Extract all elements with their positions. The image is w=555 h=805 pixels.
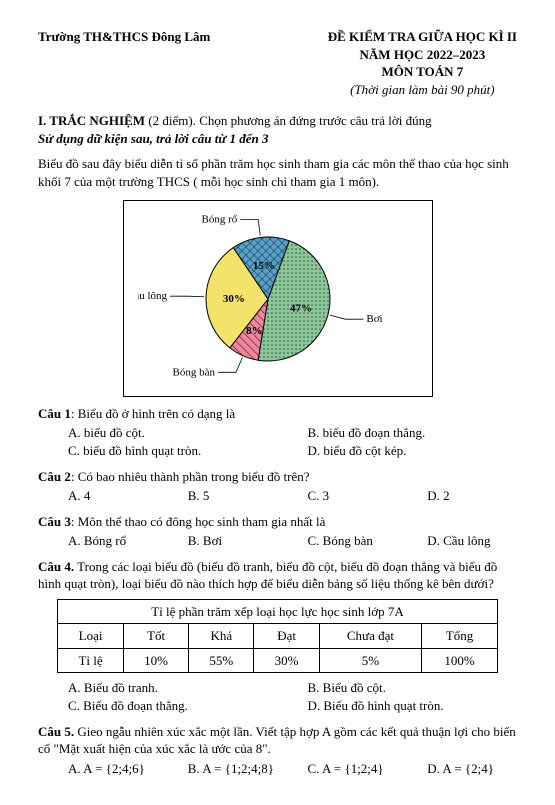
q4-rowhead-2: Tỉ lệ	[58, 648, 124, 673]
q5-opt-a-text: A. A = {2;4;6}	[68, 761, 145, 776]
question-4: Câu 4. Trong các loại biểu đồ (biểu đồ t…	[38, 558, 517, 715]
q2-text: : Có bao nhiêu thành phần trong biểu đồ …	[71, 469, 310, 484]
title-line-2: NĂM HỌC 2022–2023	[328, 46, 517, 64]
question-5: Câu 5. Gieo ngẫu nhiên xúc xắc một lần. …	[38, 723, 517, 778]
q2-title: Câu 2	[38, 469, 71, 484]
chart-intro: Biểu đồ sau đây biểu diễn tỉ số phần tră…	[38, 155, 517, 190]
q5-opt-b-text: B. A = {1;2;4;8}	[188, 761, 274, 776]
q4-opt-a: A. Biểu đồ tranh.	[38, 679, 278, 697]
svg-text:Bóng bàn: Bóng bàn	[172, 367, 215, 379]
title-line-1: ĐỀ KIỂM TRA GIỮA HỌC KÌ II	[328, 28, 517, 46]
q1-text: : Biểu đồ ở hình trên có dạng là	[71, 406, 235, 421]
svg-text:15%: 15%	[252, 261, 274, 273]
q3-opt-d: D. Cầu lông	[397, 532, 517, 550]
question-2: Câu 2: Có bao nhiêu thành phần trong biể…	[38, 468, 517, 505]
svg-text:30%: 30%	[222, 293, 244, 305]
q5-opt-d: D. A = {2;4}	[397, 760, 517, 778]
q4-col-4: Tổng	[422, 624, 498, 649]
page-header: Trường TH&THCS Đông Lâm ĐỀ KIỂM TRA GIỮA…	[38, 28, 517, 98]
pie-chart-container: 47% Bơi 8% Bóng bàn 30% Cầu lông 15% Bóng rổ	[38, 200, 517, 397]
q4-opt-c: C. Biểu đồ đoạn thẳng.	[38, 697, 278, 715]
q4-table-datarow: Tỉ lệ 10% 55% 30% 5% 100%	[58, 648, 498, 673]
q4-cell-1: 55%	[189, 648, 254, 673]
q2-opt-a: A. 4	[38, 487, 158, 505]
q5-opt-d-text: D. A = {2;4}	[427, 761, 494, 776]
pie-chart-box: 47% Bơi 8% Bóng bàn 30% Cầu lông 15% Bóng rổ	[123, 200, 433, 397]
q5-text: Gieo ngẫu nhiên xúc xắc một lần. Viết tậ…	[38, 724, 516, 757]
q2-opt-d: D. 2	[397, 487, 517, 505]
q4-col-2: Đạt	[254, 624, 319, 649]
section-label: I. TRẮC NGHIỆM	[38, 113, 145, 128]
q1-opt-b: B. biểu đồ đoạn thẳng.	[278, 424, 518, 442]
svg-text:47%: 47%	[289, 303, 311, 315]
q4-cell-4: 100%	[422, 648, 498, 673]
q1-title: Câu 1	[38, 406, 71, 421]
q2-opt-c: C. 3	[278, 487, 398, 505]
q4-table-caption: Tỉ lệ phần trăm xếp loại học lực học sin…	[58, 599, 498, 624]
q5-opt-c-text: C. A = {1;2;4}	[308, 761, 384, 776]
svg-text:Bơi: Bơi	[366, 314, 382, 326]
q4-opt-b: B. Biểu đồ cột.	[278, 679, 518, 697]
title-line-3: MÔN TOÁN 7	[328, 63, 517, 81]
q4-col-1: Khá	[189, 624, 254, 649]
q5-opt-a: A. A = {2;4;6}	[38, 760, 158, 778]
q4-col-3: Chưa đạt	[319, 624, 421, 649]
q1-opt-a: A. biểu đồ cột.	[38, 424, 278, 442]
q3-text: : Môn thể thao có đông học sinh tham gia…	[71, 514, 326, 529]
q3-title: Câu 3	[38, 514, 71, 529]
section-sub: Sử dụng dữ kiện sau, trả lời câu từ 1 đế…	[38, 131, 268, 146]
q5-opt-b: B. A = {1;2;4;8}	[158, 760, 278, 778]
q2-opt-b: B. 5	[158, 487, 278, 505]
q4-cell-2: 30%	[254, 648, 319, 673]
q3-opt-a: A. Bóng rổ	[38, 532, 158, 550]
svg-text:Bóng rổ: Bóng rổ	[201, 214, 237, 226]
q1-opt-c: C. biểu đồ hình quạt tròn.	[38, 442, 278, 460]
section-instr: Chọn phương án đứng trước câu trả lời đú…	[199, 113, 431, 128]
q4-table: Tỉ lệ phần trăm xếp loại học lực học sin…	[57, 599, 498, 674]
svg-text:Cầu lông: Cầu lông	[138, 291, 168, 303]
svg-text:8%: 8%	[246, 326, 262, 338]
q4-title: Câu 4.	[38, 559, 74, 574]
q4-opt-d: D. Biểu đồ hình quạt tròn.	[278, 697, 518, 715]
q4-table-headrow: Loại Tốt Khá Đạt Chưa đạt Tổng	[58, 624, 498, 649]
question-3: Câu 3: Môn thể thao có đông học sinh tha…	[38, 513, 517, 550]
q4-cell-0: 10%	[123, 648, 188, 673]
pie-chart-svg: 47% Bơi 8% Bóng bàn 30% Cầu lông 15% Bóng rổ	[138, 211, 418, 381]
section-points: (2 điểm).	[148, 113, 196, 128]
q1-opt-d: D. biểu đồ cột kép.	[278, 442, 518, 460]
time-limit: (Thời gian làm bài 90 phút)	[328, 81, 517, 99]
school-name: Trường TH&THCS Đông Lâm	[38, 28, 210, 46]
q5-title: Câu 5.	[38, 724, 74, 739]
exam-title-block: ĐỀ KIỂM TRA GIỮA HỌC KÌ II NĂM HỌC 2022–…	[328, 28, 517, 98]
section-1-heading: I. TRẮC NGHIỆM (2 điểm). Chọn phương án …	[38, 112, 517, 147]
q3-opt-c: C. Bóng bàn	[278, 532, 398, 550]
q4-cell-3: 5%	[319, 648, 421, 673]
q4-text: Trong các loại biểu đồ (biểu đồ tranh, b…	[38, 559, 497, 592]
question-1: Câu 1: Biểu đồ ở hình trên có dạng là A.…	[38, 405, 517, 460]
q5-opt-c: C. A = {1;2;4}	[278, 760, 398, 778]
q4-rowhead-1: Loại	[58, 624, 124, 649]
q3-opt-b: B. Bơi	[158, 532, 278, 550]
q4-col-0: Tốt	[123, 624, 188, 649]
